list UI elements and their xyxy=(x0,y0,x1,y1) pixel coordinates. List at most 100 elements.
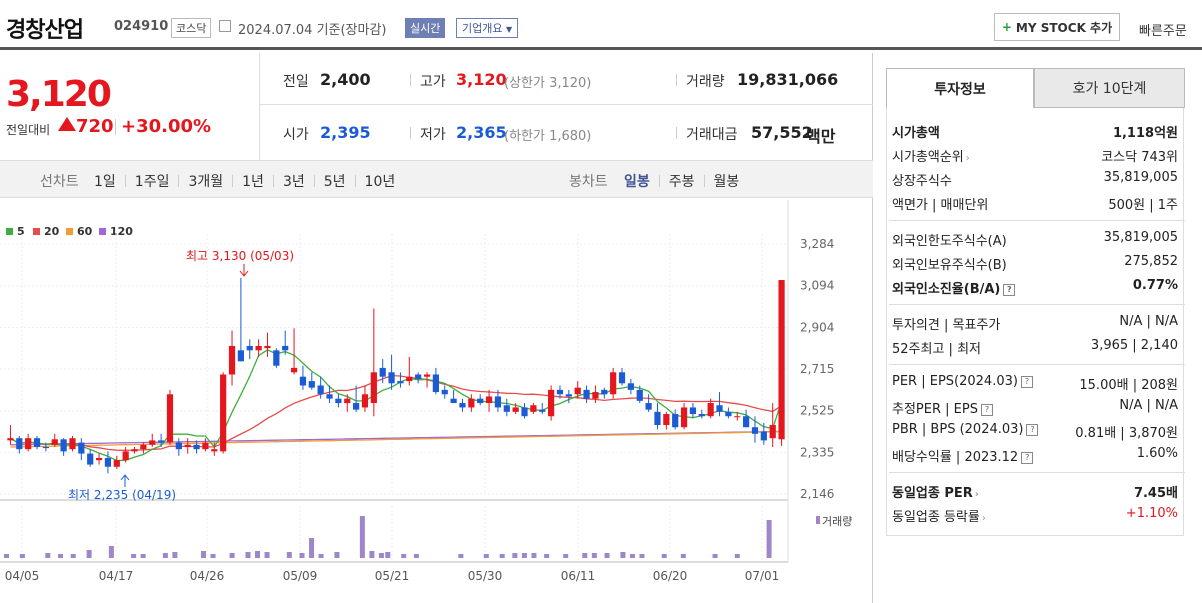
period-tab[interactable]: 3개월 xyxy=(188,174,224,190)
info-value: 3,965 | 2,140 xyxy=(1090,338,1178,353)
info-label[interactable]: 동일업종 PER › xyxy=(892,482,979,501)
price-chart[interactable]: 5 20 60 120 3,284 3,094 2,904 2,715 2,525 2,335 2,… xyxy=(0,200,872,603)
x-tick-label: 05/09 xyxy=(283,569,318,583)
info-value: 0.77% xyxy=(1132,278,1178,293)
volume-bar xyxy=(86,550,92,558)
volume-bar xyxy=(229,553,235,558)
legend-label: 60 xyxy=(77,225,93,238)
candle-body xyxy=(618,372,626,384)
candle-body xyxy=(716,405,723,412)
period-tab[interactable]: 5년 xyxy=(323,174,346,190)
candle-body xyxy=(539,409,546,412)
candle-body xyxy=(273,350,280,366)
candle-body xyxy=(255,345,262,351)
legend-label: 120 xyxy=(110,225,133,238)
candle-body xyxy=(592,392,599,399)
volume-bar xyxy=(582,553,588,558)
current-price: 3,120 xyxy=(6,74,112,115)
help-icon[interactable]: ? xyxy=(1021,451,1034,464)
candle-body xyxy=(60,439,67,452)
candle-body xyxy=(654,411,661,426)
candle-tab[interactable]: 월봉 xyxy=(713,174,740,190)
volume-bar xyxy=(369,551,375,558)
divider xyxy=(889,304,1185,305)
candle-body xyxy=(228,345,236,375)
info-label: 외국인보유주식수(B) xyxy=(892,254,1007,273)
candle-body xyxy=(264,345,271,349)
info-label[interactable]: 동일업종 등락률 › xyxy=(892,506,986,525)
company-overview-dropdown[interactable]: 기업개요 ▼ xyxy=(456,18,519,38)
change-percent: +30.00% xyxy=(121,116,212,137)
info-label: PBR | BPS (2024.03)? xyxy=(892,422,1039,437)
volume-bar xyxy=(629,554,635,558)
help-icon[interactable]: ? xyxy=(980,403,993,416)
info-value: +1.10% xyxy=(1125,506,1178,521)
volume-bar xyxy=(201,551,206,558)
candle-body xyxy=(760,431,767,441)
candle-body xyxy=(7,438,14,441)
help-icon[interactable]: ? xyxy=(1003,283,1016,296)
candle-body xyxy=(69,438,76,450)
realtime-button[interactable]: 실시간 xyxy=(405,18,446,38)
candle-tab[interactable]: 일봉 xyxy=(624,174,650,190)
candle-body xyxy=(370,372,377,404)
tab-separator xyxy=(703,175,705,187)
candle-body xyxy=(104,457,112,467)
period-tab[interactable]: 1주일 xyxy=(134,174,170,190)
period-tab[interactable]: 1일 xyxy=(94,174,116,190)
ma5-line xyxy=(10,349,783,462)
low-value: 2,365 xyxy=(456,123,507,142)
volume-bar xyxy=(458,554,464,558)
info-label[interactable]: 시가총액순위 › xyxy=(892,146,970,165)
quick-order-link[interactable]: 빠른주문 xyxy=(1139,24,1187,39)
candle-body xyxy=(468,398,475,408)
y-tick-label: 2,525 xyxy=(800,404,834,418)
info-label: 외국인한도주식수(A) xyxy=(892,230,1007,249)
divider xyxy=(259,53,260,160)
candle-body xyxy=(113,460,120,467)
info-label-text: 52주최고 | 최저 xyxy=(892,342,981,357)
candle-body xyxy=(166,394,174,443)
info-label-text: 추정PER | EPS xyxy=(892,402,978,417)
volume-bar xyxy=(299,553,305,558)
candle-body xyxy=(734,416,741,418)
tab-investment-info-label: 투자정보 xyxy=(934,81,986,98)
candle-body xyxy=(769,425,776,439)
candle-body xyxy=(672,414,679,428)
y-tick-label: 2,715 xyxy=(800,362,834,376)
candle-body xyxy=(601,389,608,395)
candle-body xyxy=(175,442,182,450)
info-label: 투자의견 | 목표주가 xyxy=(892,314,1000,333)
mystock-add-button[interactable]: + MY STOCK 추가 xyxy=(994,13,1120,41)
period-tab[interactable]: 3년 xyxy=(282,174,305,190)
volume-bar xyxy=(544,554,550,558)
plus-icon: + xyxy=(1001,20,1012,34)
chevron-right-icon: › xyxy=(981,513,986,524)
candle-body xyxy=(25,438,32,450)
prev-label: 전일 xyxy=(283,74,309,90)
volume-bar xyxy=(318,554,324,558)
volume-bar xyxy=(499,554,505,558)
candle-body xyxy=(583,389,590,399)
volume-bar xyxy=(766,520,772,558)
candle-body xyxy=(149,440,156,445)
divider xyxy=(259,104,873,105)
tab-orderbook[interactable]: 호가 10단계 xyxy=(1034,68,1185,108)
divider xyxy=(889,364,1185,365)
x-tick-label: 06/11 xyxy=(561,569,596,583)
candle-body xyxy=(494,396,502,408)
market-badge: 코스닥 xyxy=(171,18,212,38)
help-icon[interactable]: ? xyxy=(1026,423,1039,436)
period-tab[interactable]: 1년 xyxy=(242,174,264,190)
x-tick-label: 04/17 xyxy=(99,569,134,583)
candle-body xyxy=(530,405,537,412)
candle-body xyxy=(512,407,519,412)
help-icon[interactable]: ? xyxy=(1020,375,1033,388)
volume-bar xyxy=(591,553,597,558)
tab-investment-info[interactable]: 투자정보 xyxy=(886,68,1034,108)
volume-bar xyxy=(639,554,645,558)
candle-tab[interactable]: 주봉 xyxy=(668,174,695,190)
candle-body xyxy=(193,444,200,450)
info-value: 35,819,005 xyxy=(1103,170,1178,185)
period-tab[interactable]: 10년 xyxy=(364,174,396,190)
